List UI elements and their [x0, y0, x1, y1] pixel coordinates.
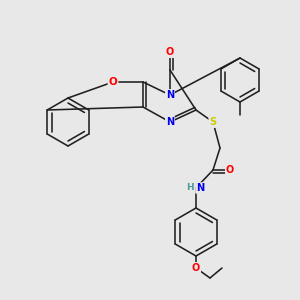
Text: O: O — [192, 263, 200, 273]
Text: O: O — [109, 77, 117, 87]
Text: N: N — [166, 117, 174, 127]
Text: O: O — [109, 77, 117, 87]
Text: O: O — [166, 47, 174, 57]
Text: O: O — [226, 165, 234, 175]
Text: S: S — [209, 117, 217, 127]
Text: O: O — [226, 165, 234, 175]
Text: H: H — [186, 184, 194, 193]
Text: N: N — [166, 90, 174, 100]
Text: N: N — [166, 90, 174, 100]
Text: H: H — [186, 184, 194, 193]
Text: O: O — [192, 263, 200, 273]
Text: N: N — [196, 183, 204, 193]
Text: S: S — [209, 117, 217, 127]
Text: O: O — [166, 47, 174, 57]
Text: N: N — [196, 183, 204, 193]
Text: N: N — [166, 117, 174, 127]
